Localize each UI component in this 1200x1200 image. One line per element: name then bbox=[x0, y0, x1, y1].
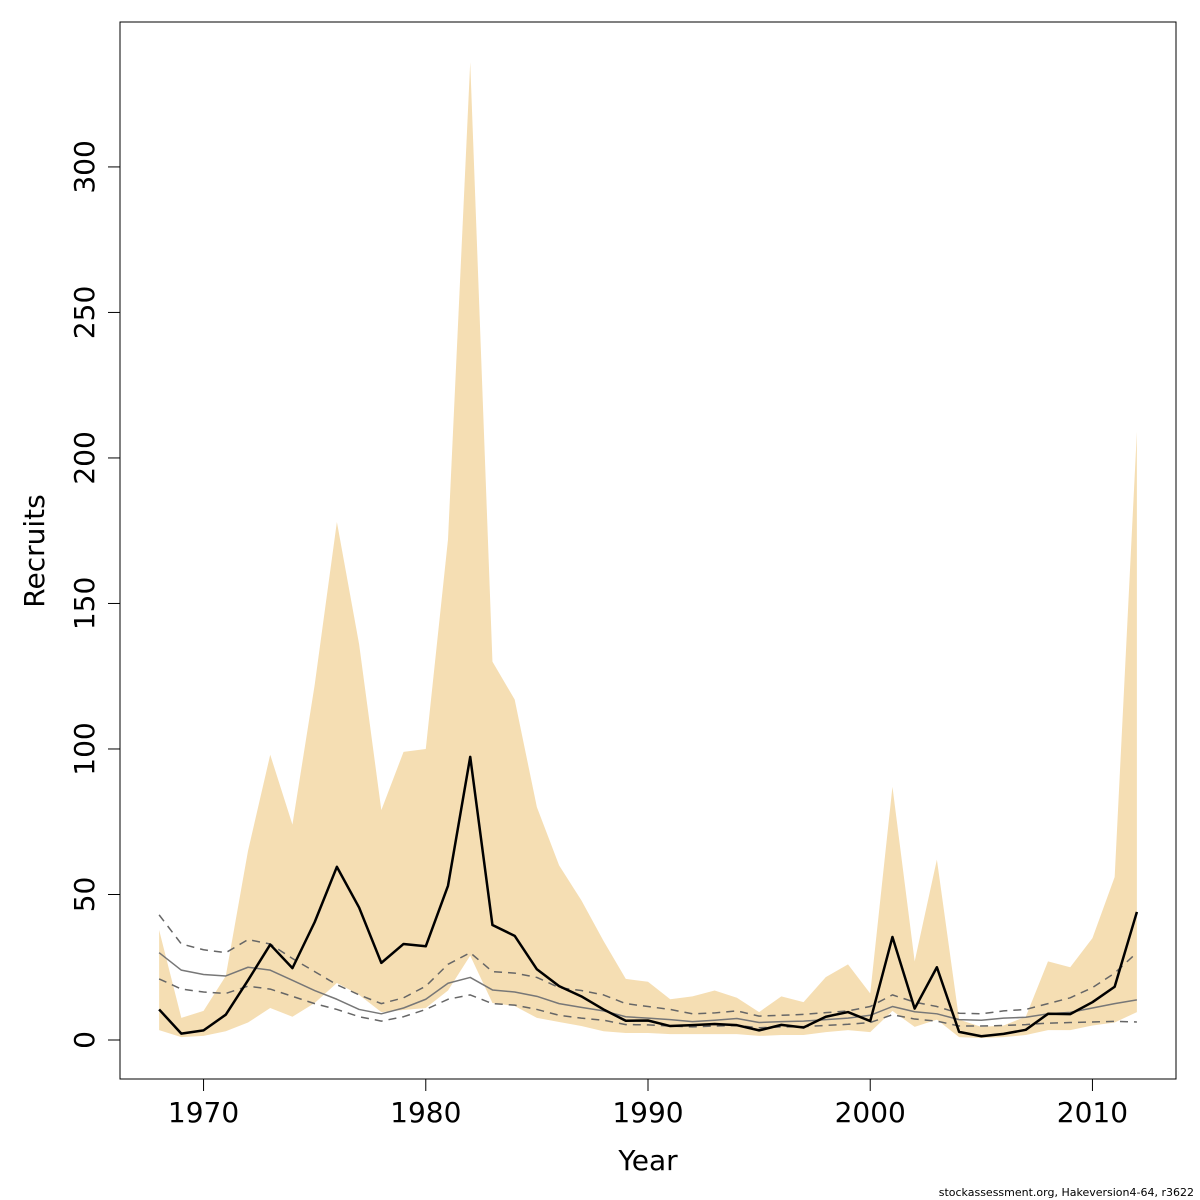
series-line bbox=[158, 978, 1137, 1029]
y-tick-label: 250 bbox=[68, 286, 101, 339]
x-axis-label: Year bbox=[617, 1144, 678, 1177]
y-tick-label: 50 bbox=[68, 877, 101, 913]
y-tick-label: 100 bbox=[68, 722, 101, 775]
x-tick-label: 1970 bbox=[168, 1096, 239, 1129]
y-tick-label: 300 bbox=[68, 140, 101, 193]
interval-band bbox=[159, 62, 1137, 1038]
x-tick-label: 2000 bbox=[835, 1096, 906, 1129]
x-tick-label: 1980 bbox=[390, 1096, 461, 1129]
x-tick-label: 1990 bbox=[612, 1096, 683, 1129]
footnote: stockassessment.org, Hakeversion4-64, r3… bbox=[939, 1186, 1194, 1199]
series-line bbox=[158, 914, 1138, 1017]
y-tick-label: 150 bbox=[68, 577, 101, 630]
x-tick-label: 2010 bbox=[1057, 1096, 1128, 1129]
y-tick-label: 0 bbox=[68, 1031, 101, 1049]
series-line bbox=[158, 952, 1138, 1024]
series-line bbox=[158, 755, 1139, 1038]
y-axis-label: Recruits bbox=[18, 494, 51, 607]
y-tick-label: 200 bbox=[68, 431, 101, 484]
